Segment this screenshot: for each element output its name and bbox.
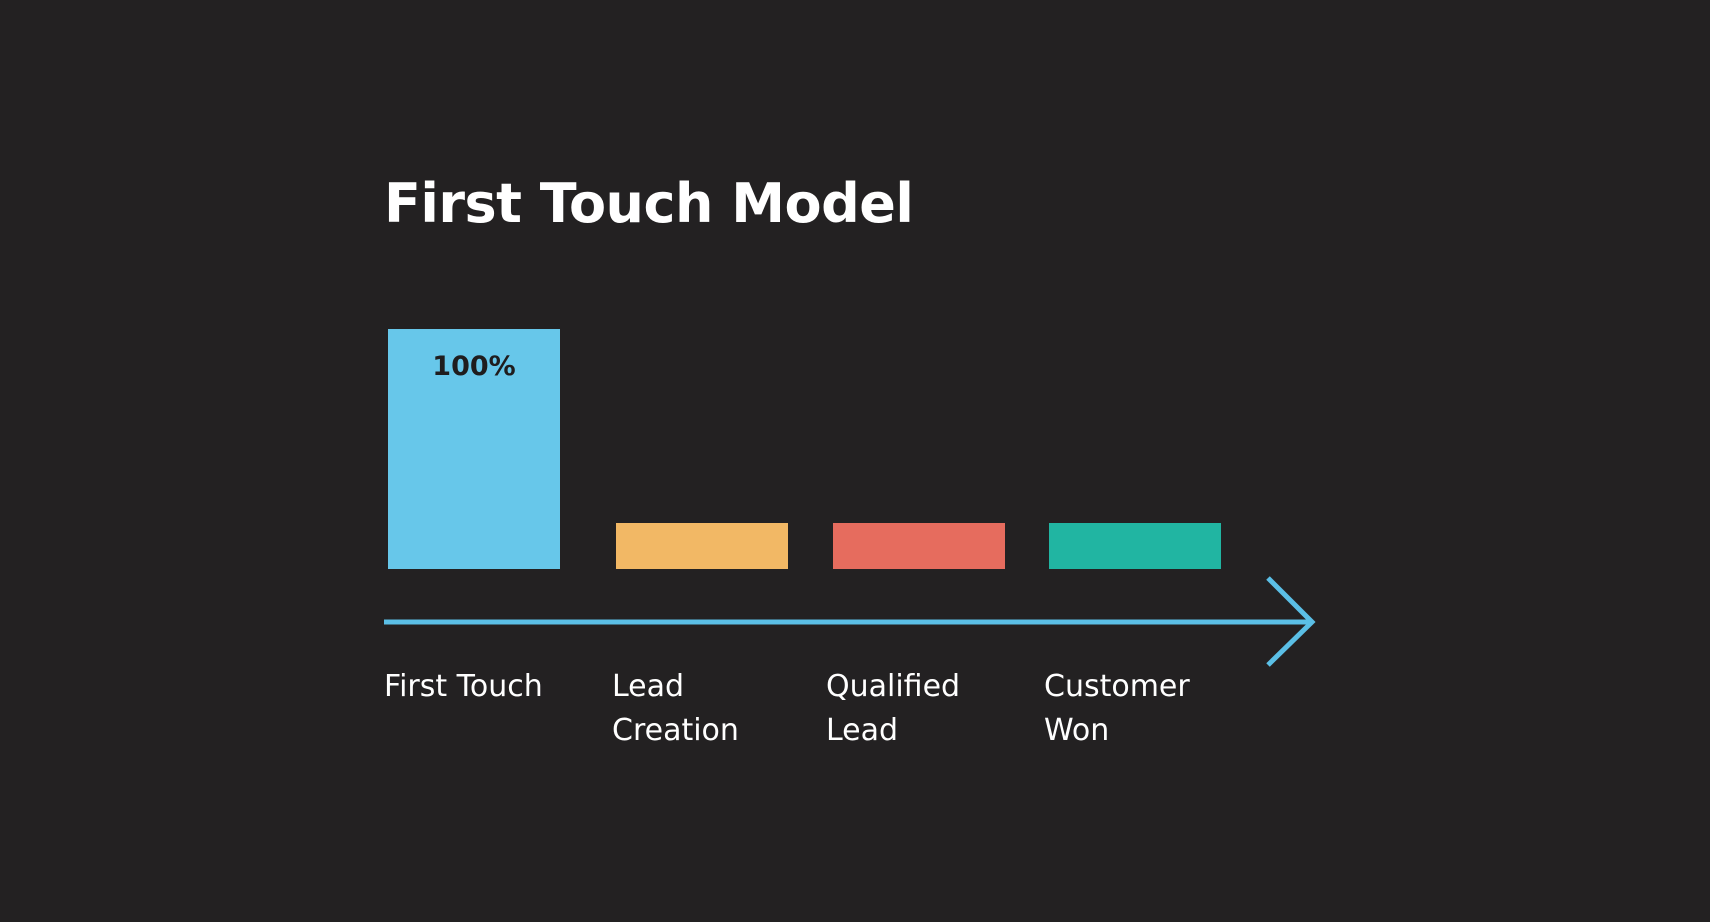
category-label: Qualified xyxy=(826,669,960,704)
category-label: First Touch xyxy=(384,669,543,704)
timeline-axis xyxy=(384,576,1316,667)
bar-first-touch xyxy=(388,329,560,569)
bar-customer-won xyxy=(1049,523,1221,569)
category-label: Lead xyxy=(826,713,898,748)
bar-value-label: 100% xyxy=(432,351,515,382)
bar-qualified-lead xyxy=(833,523,1005,569)
category-label: Won xyxy=(1044,713,1109,748)
arrow-head-icon xyxy=(1266,576,1316,667)
category-label: Creation xyxy=(612,713,739,748)
category-labels-group: First Touch Lead Creation Qualified Lead Cust… xyxy=(384,669,1190,748)
category-label: Customer xyxy=(1044,669,1190,704)
bars-group: 100% xyxy=(388,329,1221,569)
bar-lead-creation xyxy=(616,523,788,569)
chart-title: First Touch Model xyxy=(384,172,914,235)
category-label: Lead xyxy=(612,669,684,704)
